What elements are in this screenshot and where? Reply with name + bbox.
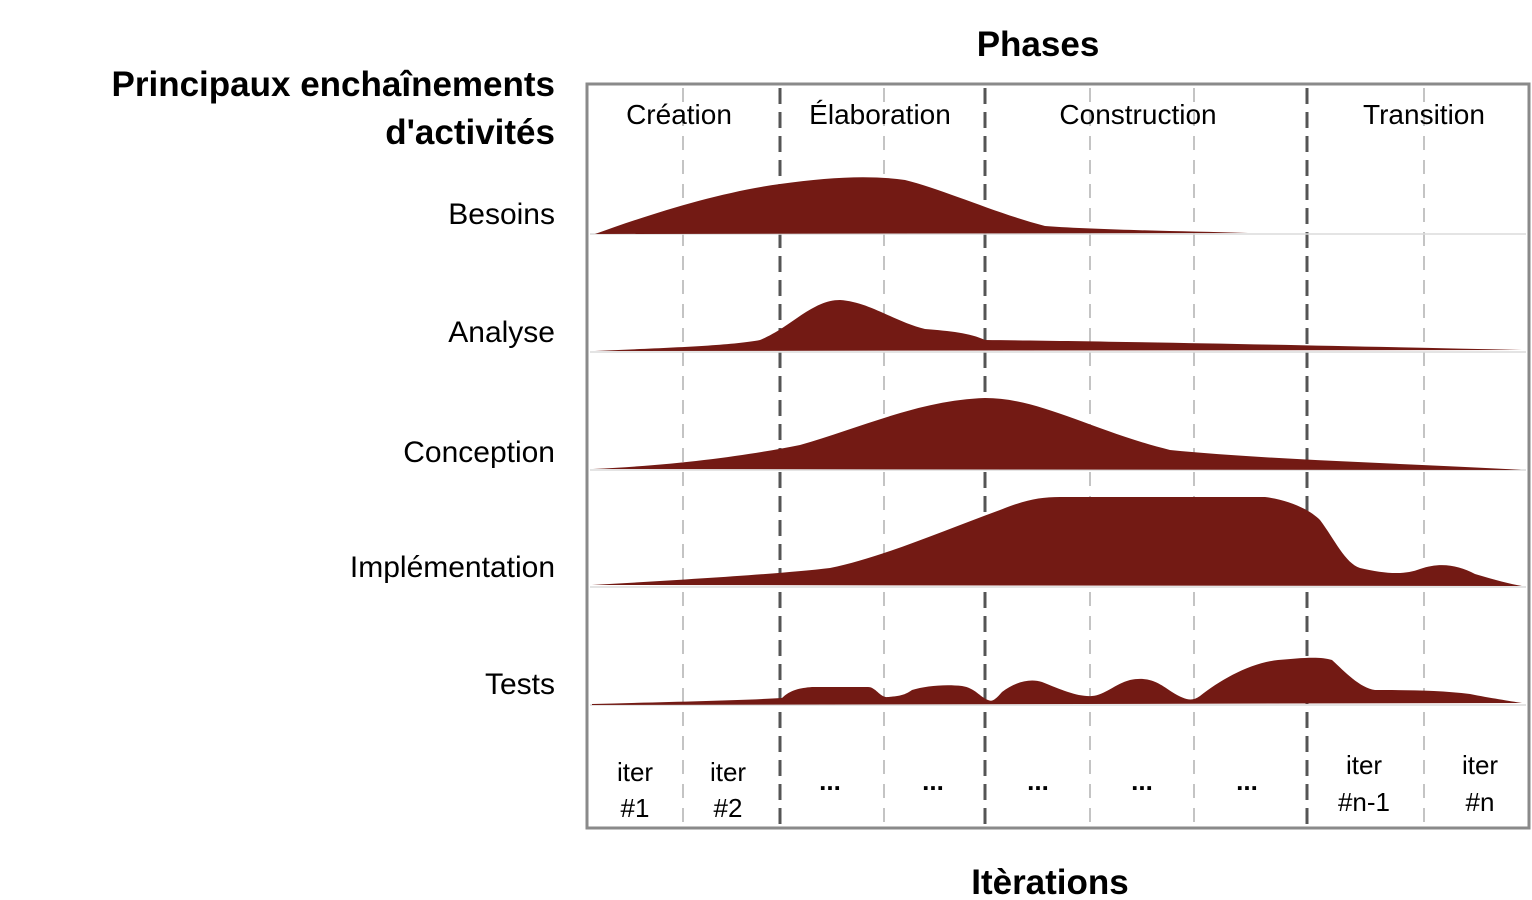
iteration-label-ellipsis: ...	[819, 766, 841, 796]
workflows-title-line2: d'activités	[385, 113, 555, 152]
diagram-frame	[585, 82, 1531, 830]
iteration-label-line1: iter	[710, 757, 746, 787]
iteration-label-line1: iter	[1462, 750, 1498, 780]
iteration-labels: iter #1 iter #2 ... ... ... ... ... iter…	[617, 750, 1498, 823]
hump-implementation	[592, 497, 1522, 586]
workflow-label-analyse: Analyse	[448, 316, 555, 349]
workflow-label-besoins: Besoins	[448, 198, 555, 231]
iteration-label-line2: #n-1	[1338, 787, 1390, 817]
iteration-label-line2: #1	[621, 793, 650, 823]
iteration-label-ellipsis: ...	[1027, 766, 1049, 796]
workflows-title-line1: Principaux enchaînements	[112, 65, 555, 104]
iteration-label-line1: iter	[1346, 750, 1382, 780]
iteration-label-ellipsis: ...	[1131, 766, 1153, 796]
iteration-label-line1: iter	[617, 757, 653, 787]
workflow-label-implementation: Implémentation	[350, 551, 555, 584]
row-baselines	[590, 233, 1526, 706]
phase-label-construction: Construction	[1059, 99, 1216, 130]
workflow-humps	[592, 177, 1522, 705]
hump-besoins	[595, 177, 1248, 234]
workflow-label-tests: Tests	[485, 668, 555, 701]
phases-title: Phases	[977, 25, 1100, 64]
iteration-label-ellipsis: ...	[922, 766, 944, 796]
iterations-title: Itèrations	[971, 863, 1129, 900]
iteration-label-line2: #2	[714, 793, 743, 823]
iteration-label-line2: #n	[1466, 787, 1495, 817]
hump-conception	[593, 398, 1522, 470]
phase-label-transition: Transition	[1363, 99, 1485, 130]
workflow-label-conception: Conception	[403, 436, 555, 469]
iteration-label-ellipsis: ...	[1236, 766, 1258, 796]
hump-analyse	[595, 300, 1522, 351]
phase-label-creation: Création	[626, 99, 732, 130]
hump-tests	[592, 657, 1522, 705]
phase-label-elaboration: Élaboration	[809, 99, 951, 130]
